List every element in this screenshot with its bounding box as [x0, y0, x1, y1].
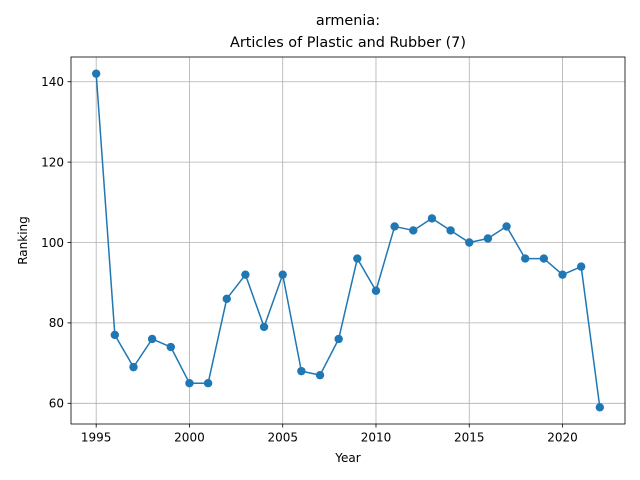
x-tick-label: 2010	[361, 431, 392, 445]
y-tick-label: 100	[41, 236, 64, 250]
x-tick-label: 2000	[174, 431, 205, 445]
data-point	[297, 366, 306, 376]
data-point	[595, 403, 605, 412]
data-point	[521, 254, 530, 263]
data-point	[110, 330, 120, 340]
axis-ticks: 1995 2000 2005 2010 2015 2020 60 80 100 120 140	[41, 75, 578, 444]
y-tick-label: 120	[41, 155, 64, 169]
data-point	[409, 226, 418, 235]
data-point	[353, 254, 362, 263]
data-point	[502, 222, 511, 231]
chart-title: armenia:	[316, 13, 380, 29]
data-point	[129, 362, 138, 372]
data-point	[259, 322, 269, 332]
y-tick-label: 80	[49, 316, 64, 330]
data-point	[371, 286, 381, 295]
x-tick-label: 2020	[547, 431, 578, 445]
data-point	[446, 226, 455, 235]
x-axis-label: Year	[334, 451, 360, 465]
data-point	[91, 69, 101, 78]
data-point	[241, 270, 250, 279]
data-point	[483, 234, 493, 243]
data-point	[576, 262, 586, 271]
data-point	[185, 378, 194, 388]
data-point	[539, 254, 549, 263]
series-line	[95, 73, 601, 408]
plot-area-frame	[70, 56, 626, 425]
grid	[71, 57, 625, 424]
data-point	[222, 294, 231, 303]
data-point	[203, 378, 213, 388]
data-point	[465, 238, 474, 247]
data-point	[558, 270, 567, 279]
data-point	[166, 342, 175, 352]
data-point	[315, 370, 325, 380]
x-tick-label: 1995	[81, 431, 112, 445]
series	[91, 69, 605, 412]
data-point	[427, 214, 437, 223]
chart-subtitle: Articles of Plastic and Rubber (7)	[230, 35, 466, 51]
data-point	[278, 270, 287, 279]
y-axis-label: Ranking	[16, 216, 30, 265]
data-point	[390, 222, 399, 231]
x-tick-label: 2005	[267, 431, 298, 445]
data-point	[334, 334, 343, 344]
data-point	[147, 334, 157, 344]
y-tick-label: 140	[41, 75, 64, 89]
x-tick-label: 2015	[454, 431, 485, 445]
y-tick-label: 60	[49, 397, 64, 411]
